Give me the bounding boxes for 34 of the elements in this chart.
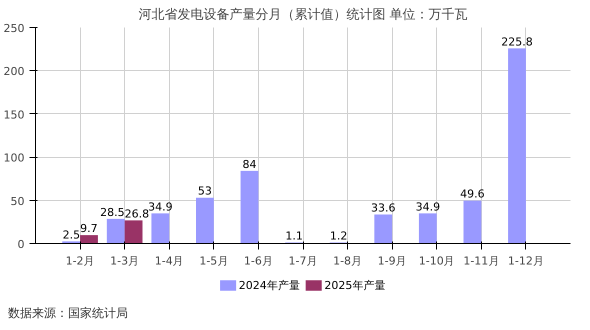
x-tick-label: 1-12月 bbox=[508, 254, 544, 268]
x-tick-label: 1-4月 bbox=[154, 254, 184, 268]
legend-label: 2024年产量 bbox=[238, 279, 300, 292]
data-label: 28.5 bbox=[100, 206, 125, 219]
y-tick-label: 200 bbox=[4, 65, 25, 78]
x-tick-label: 1-8月 bbox=[333, 254, 362, 268]
data-label: 53 bbox=[198, 184, 212, 198]
data-label: 34.9 bbox=[416, 200, 440, 214]
y-tick-label: 0 bbox=[18, 238, 24, 251]
x-tick-label: 1-7月 bbox=[288, 254, 318, 268]
data-label: 34.9 bbox=[148, 200, 173, 214]
data-label: 49.6 bbox=[460, 188, 485, 201]
x-tick-label: 1-9月 bbox=[378, 254, 407, 268]
x-tick-label: 1-6月 bbox=[244, 254, 273, 268]
data-label: 1.1 bbox=[285, 230, 303, 243]
x-tick-label: 1-5月 bbox=[199, 254, 228, 268]
chart-title: 河北省发电设备产量分月（累计值）统计图 单位：万千瓦 bbox=[138, 8, 468, 22]
x-tick-label: 1-2月 bbox=[66, 254, 95, 268]
y-tick-label: 50 bbox=[10, 194, 25, 208]
data-label: 9.7 bbox=[80, 222, 98, 236]
data-label: 2.5 bbox=[62, 228, 80, 242]
x-tick-label: 1-10月 bbox=[418, 254, 455, 268]
data-label: 26.8 bbox=[124, 207, 150, 220]
y-tick-label: 150 bbox=[4, 108, 25, 122]
y-tick-label: 250 bbox=[4, 22, 25, 35]
data-label: 84 bbox=[242, 158, 256, 171]
y-tick-label: 100 bbox=[4, 152, 25, 165]
source-note: 数据来源：国家统计局 bbox=[8, 305, 128, 322]
data-label: 1.2 bbox=[330, 229, 348, 242]
legend-label: 2025年产量 bbox=[324, 279, 386, 292]
data-label: 33.6 bbox=[371, 201, 396, 214]
x-tick-label: 1-3月 bbox=[110, 254, 140, 268]
data-label: 225.8 bbox=[501, 35, 533, 48]
x-tick-label: 1-11月 bbox=[463, 254, 500, 268]
